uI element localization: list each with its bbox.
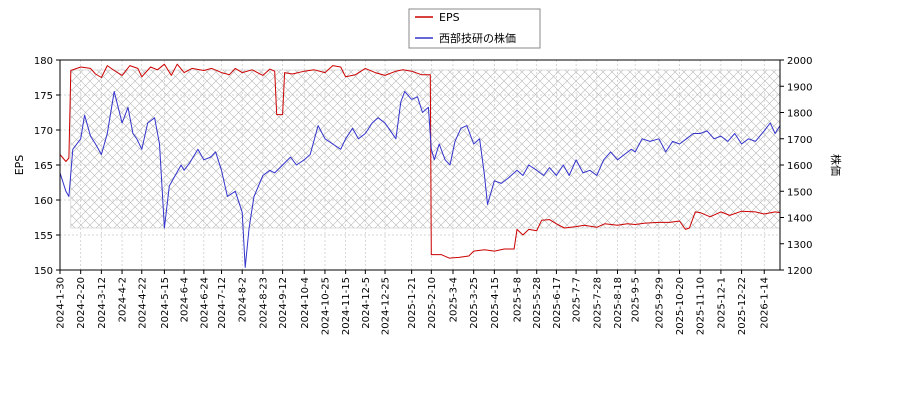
x-tick-label: 2025-5-8: [513, 277, 524, 322]
x-tick-label: 2024-6-24: [199, 277, 210, 329]
right-tick-label: 1200: [787, 266, 812, 277]
left-tick-label: 155: [34, 231, 53, 242]
x-tick-label: 2024-4-22: [137, 277, 148, 329]
series-layer: [60, 63, 780, 268]
legend-eps-label: EPS: [439, 11, 460, 24]
left-axis: 150 155 160 165 170 175 180: [34, 56, 60, 277]
right-tick-label: 1300: [787, 240, 812, 251]
left-tick-label: 170: [34, 126, 53, 137]
right-tick-label: 1400: [787, 214, 812, 225]
eps-line: [60, 63, 780, 259]
right-tick-label: 1500: [787, 187, 812, 198]
x-tick-label: 2024-10-25: [320, 277, 331, 335]
x-tick-label: 2025-10-20: [675, 277, 686, 335]
x-tick-label: 2025-3-4: [448, 277, 459, 322]
right-tick-label: 1900: [787, 82, 812, 93]
legend-box: [408, 8, 541, 49]
x-tick-label: 2024-11-15: [341, 277, 352, 335]
x-tick-label: 2025-7-28: [592, 277, 603, 329]
x-tick-label: 2024-9-12: [278, 277, 289, 329]
x-tick-label: 2025-2-10: [427, 277, 438, 329]
x-tick-label: 2024-12-25: [381, 277, 392, 335]
right-tick-label: 2000: [787, 56, 812, 67]
x-tick-label: 2025-5-28: [532, 277, 543, 329]
right-tick-label: 1600: [787, 161, 812, 172]
x-tick-label: 2025-3-25: [469, 277, 480, 329]
x-tick-label: 2025-9-29: [654, 277, 665, 329]
left-tick-label: 175: [34, 91, 53, 102]
x-tick-label: 2025-7-7: [572, 277, 583, 322]
x-tick-label: 2025-8-18: [613, 277, 624, 329]
legend-price-label: 西部技研の株価: [439, 31, 516, 45]
x-tick-label: 2024-7-12: [217, 277, 228, 329]
x-tick-label: 2024-4-2: [118, 277, 129, 322]
x-tick-label: 2024-2-20: [76, 277, 87, 329]
stock-price-line: [60, 91, 780, 268]
x-tick-label: 2025-1-21: [407, 277, 418, 329]
x-tick-label: 2024-1-30: [56, 277, 67, 329]
x-tick-label: 2024-3-12: [97, 277, 108, 329]
left-tick-label: 150: [34, 266, 53, 277]
x-tick-label: 2025-9-5: [631, 277, 642, 322]
x-tick-label: 2024-10-4: [300, 277, 311, 329]
right-tick-label: 1800: [787, 109, 812, 120]
x-tick-label: 2025-12-22: [737, 277, 748, 335]
x-tick-label: 2025-6-17: [552, 277, 563, 329]
x-tick-label: 2024-8-23: [258, 277, 269, 329]
left-tick-label: 160: [34, 196, 53, 207]
x-tick-label: 2024-5-15: [160, 277, 171, 329]
hatched-region: [70, 69, 781, 229]
right-axis-label: 株価: [829, 154, 843, 176]
x-tick-label: 2025-11-10: [696, 277, 707, 335]
x-tick-label: 2025-4-15: [490, 277, 501, 329]
x-tick-label: 2024-8-2: [238, 277, 249, 322]
x-axis: 2024-1-30 2024-2-20 2024-3-12 2024-4-2 2024-…: [56, 270, 771, 335]
left-tick-label: 165: [34, 161, 53, 172]
hatch-area: [70, 69, 781, 229]
x-tick-label: 2026-1-14: [760, 277, 771, 329]
x-tick-label: 2024-12-5: [361, 277, 372, 329]
left-tick-label: 180: [34, 56, 53, 67]
left-axis-label: EPS: [13, 155, 26, 176]
right-axis: 1200 1300 1400 1500 1600 1700 1800 1900 2000: [780, 56, 812, 277]
x-tick-label: 2025-12-1: [716, 277, 727, 329]
legend: EPS 西部技研の株価: [408, 8, 541, 49]
right-tick-label: 1700: [787, 135, 812, 146]
x-tick-label: 2024-6-4: [180, 277, 191, 322]
